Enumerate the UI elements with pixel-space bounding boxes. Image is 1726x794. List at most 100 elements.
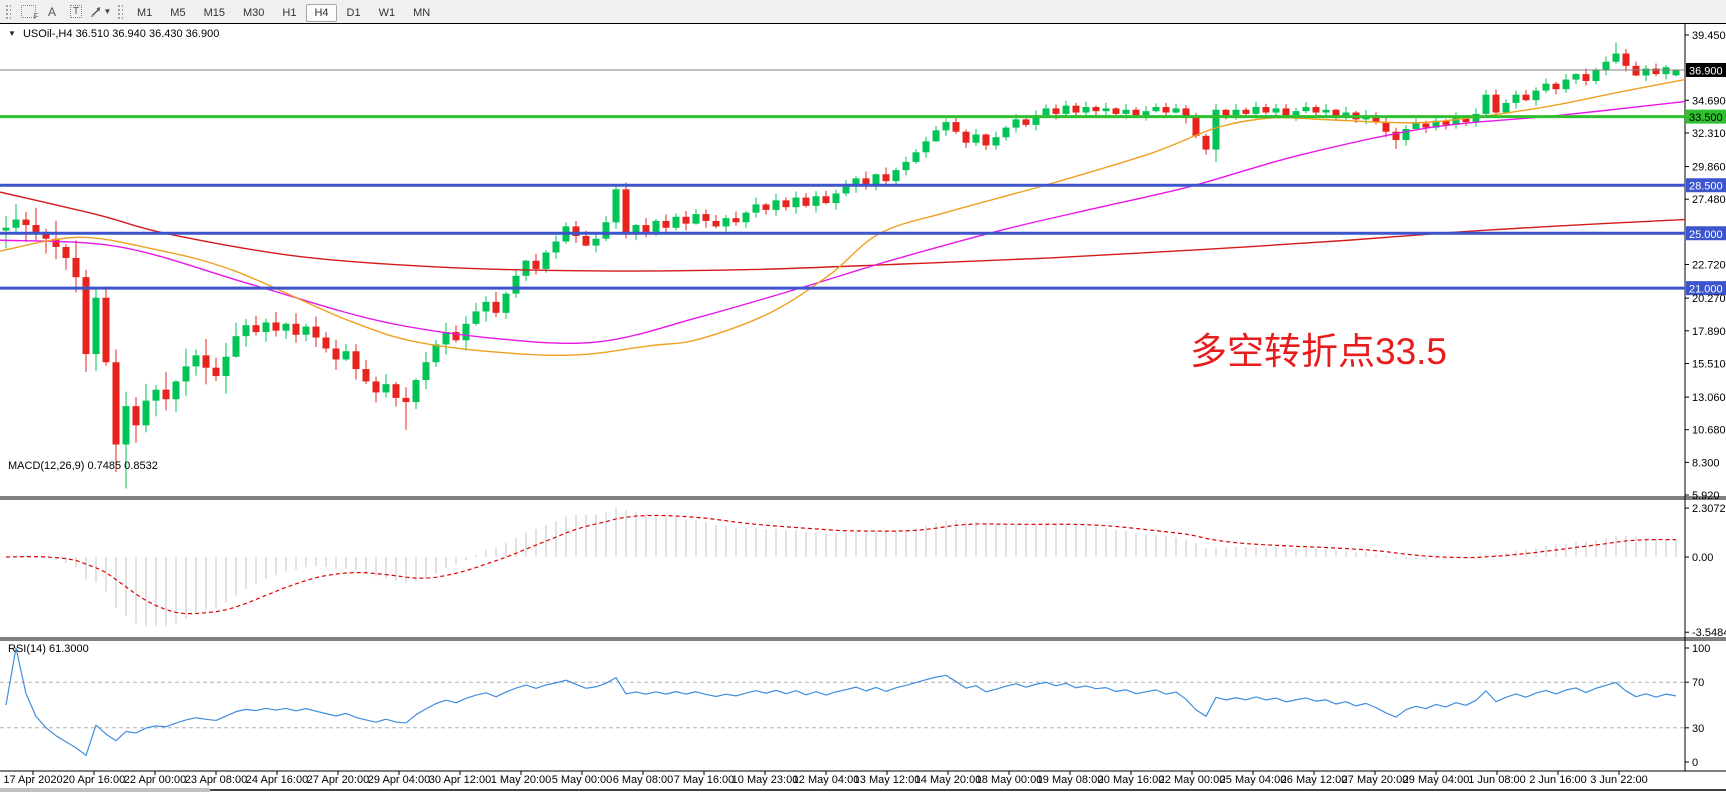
- rsi-value: 61.3000: [48, 643, 89, 655]
- svg-text:33.500: 33.500: [1689, 112, 1723, 124]
- text-label-tool-icon[interactable]: T: [64, 2, 88, 21]
- rsi-name: RSI(14): [8, 643, 46, 655]
- svg-text:27 May 20:00: 27 May 20:00: [1342, 774, 1409, 786]
- timeframe-button-d1[interactable]: D1: [346, 6, 361, 19]
- timeframe-button-m1[interactable]: M1: [137, 6, 153, 19]
- price-axis[interactable]: 39.450 34.690 32.310 29.860 27.480 22.720 20.2…: [1685, 30, 1726, 502]
- svg-text:14 May 20:00: 14 May 20:00: [915, 774, 982, 786]
- svg-text:23 Apr 08:00: 23 Apr 08:00: [185, 774, 247, 786]
- timeframe-button-m30[interactable]: M30: [242, 6, 265, 19]
- rsi-label: RSI(14) 61.3000: [8, 643, 89, 655]
- symbol-name: USOil-,H4: [22, 28, 73, 40]
- macd-label: MACD(12,26,9) 0.7485 0.8532: [8, 460, 158, 472]
- svg-text:2 Jun 16:00: 2 Jun 16:00: [1529, 774, 1587, 786]
- svg-text:12 May 04:00: 12 May 04:00: [793, 774, 860, 786]
- svg-text:26 May 12:00: 26 May 12:00: [1281, 774, 1348, 786]
- ma-fast-orange: [0, 78, 1686, 357]
- svg-text:30: 30: [1692, 723, 1704, 735]
- horizontal-levels[interactable]: 33.500 28.500 25.000 21.000: [0, 109, 1726, 296]
- svg-text:5.920: 5.920: [1692, 490, 1720, 502]
- panel-separators: [0, 24, 1726, 772]
- timeframe-button-h4[interactable]: H4: [306, 3, 337, 22]
- text-tool-icon[interactable]: A: [47, 4, 56, 19]
- svg-text:29 Apr 04:00: 29 Apr 04:00: [368, 774, 430, 786]
- svg-text:20 Apr 16:00: 20 Apr 16:00: [63, 774, 125, 786]
- svg-text:0: 0: [1692, 757, 1698, 769]
- symbol-dropdown-icon[interactable]: ▼: [8, 29, 16, 38]
- arrows-icon: [90, 6, 100, 17]
- svg-text:13 May 12:00: 13 May 12:00: [854, 774, 921, 786]
- timeframe-group: M1 M5 M15 M30 H1 H4 D1 W1 MN: [128, 3, 439, 22]
- timeframe-button-h1[interactable]: H1: [282, 6, 297, 19]
- svg-text:21.000: 21.000: [1689, 284, 1723, 296]
- macd-name: MACD(12,26,9): [8, 460, 85, 472]
- svg-text:36.900: 36.900: [1689, 65, 1723, 77]
- macd-values: 0.7485 0.8532: [87, 460, 158, 472]
- current-price-line: 36.900: [0, 62, 1726, 77]
- svg-text:3 Jun 22:00: 3 Jun 22:00: [1590, 774, 1648, 786]
- text-label-glyph: T: [69, 5, 83, 18]
- svg-text:22.720: 22.720: [1692, 260, 1726, 272]
- svg-text:13.060: 13.060: [1692, 392, 1726, 404]
- fibo-grid-glyph: F: [20, 5, 39, 21]
- rsi-axis[interactable]: 100 70 30 0: [1685, 643, 1710, 769]
- timeframe-button-w1[interactable]: W1: [378, 6, 396, 19]
- svg-text:22 May 00:00: 22 May 00:00: [1159, 774, 1226, 786]
- svg-text:10.680: 10.680: [1692, 425, 1726, 437]
- svg-text:34.690: 34.690: [1692, 95, 1726, 107]
- svg-text:17.890: 17.890: [1692, 326, 1726, 338]
- svg-text:15.510: 15.510: [1692, 358, 1726, 370]
- svg-text:20 May 16:00: 20 May 16:00: [1098, 774, 1165, 786]
- horizontal-scrollbar[interactable]: [0, 788, 1726, 792]
- annotation-text: 多空转折点33.5: [1190, 331, 1448, 372]
- timeframe-button-m15[interactable]: M15: [203, 6, 225, 19]
- svg-text:27.480: 27.480: [1692, 194, 1726, 206]
- svg-text:30 Apr 12:00: 30 Apr 12:00: [429, 774, 491, 786]
- rsi-panel[interactable]: [0, 647, 1685, 757]
- svg-text:2.3072: 2.3072: [1692, 503, 1726, 515]
- svg-text:28.500: 28.500: [1689, 181, 1723, 193]
- svg-text:-3.5484: -3.5484: [1692, 627, 1726, 639]
- svg-text:29.860: 29.860: [1692, 162, 1726, 174]
- svg-text:25 May 04:00: 25 May 04:00: [1220, 774, 1287, 786]
- arrows-tool-icon[interactable]: ▼: [88, 2, 112, 21]
- dropdown-caret-icon[interactable]: ▼: [103, 7, 112, 16]
- svg-text:22 Apr 00:00: 22 Apr 00:00: [124, 774, 186, 786]
- svg-text:19 May 08:00: 19 May 08:00: [1037, 774, 1104, 786]
- svg-text:7 May 16:00: 7 May 16:00: [674, 774, 735, 786]
- svg-text:70: 70: [1692, 677, 1704, 689]
- toolbar-grip[interactable]: [5, 3, 11, 20]
- svg-text:39.450: 39.450: [1692, 30, 1726, 42]
- candles-layer: [2, 42, 1680, 489]
- timeframe-button-m5[interactable]: M5: [170, 6, 186, 19]
- macd-panel[interactable]: [5, 508, 1677, 627]
- svg-text:0.00: 0.00: [1692, 552, 1713, 564]
- toolbar-grip-2[interactable]: [117, 3, 123, 20]
- svg-text:10 May 23:00: 10 May 23:00: [732, 774, 799, 786]
- svg-text:29 May 04:00: 29 May 04:00: [1403, 774, 1470, 786]
- toolbar: F A T ▼ M1 M5 M15 M30 H1 H4 D1 W1 MN: [0, 0, 1726, 24]
- timeframe-button-mn[interactable]: MN: [413, 6, 431, 19]
- svg-text:24 Apr 16:00: 24 Apr 16:00: [246, 774, 308, 786]
- svg-text:5 May 00:00: 5 May 00:00: [552, 774, 613, 786]
- svg-text:27 Apr 20:00: 27 Apr 20:00: [307, 774, 369, 786]
- ma-mid-magenta: [0, 100, 1686, 344]
- svg-text:1 May 20:00: 1 May 20:00: [491, 774, 552, 786]
- svg-text:8.300: 8.300: [1692, 457, 1720, 469]
- fibo-grid-icon[interactable]: F: [16, 2, 40, 21]
- svg-text:17 Apr 2020: 17 Apr 2020: [3, 774, 62, 786]
- symbol-ohlc: 36.510 36.940 36.430 36.900: [75, 28, 220, 40]
- svg-text:25.000: 25.000: [1689, 229, 1723, 241]
- svg-text:18 May 00:00: 18 May 00:00: [976, 774, 1043, 786]
- ma-slow-red: [0, 191, 1686, 272]
- chart-title: ▼ USOil-,H4 36.510 36.940 36.430 36.900: [8, 28, 219, 40]
- svg-text:6 May 08:00: 6 May 08:00: [613, 774, 674, 786]
- macd-axis[interactable]: 2.3072 0.00 -3.5484: [1685, 503, 1726, 639]
- svg-text:32.310: 32.310: [1692, 128, 1726, 140]
- svg-text:1 Jun 08:00: 1 Jun 08:00: [1468, 774, 1526, 786]
- svg-text:100: 100: [1692, 643, 1710, 655]
- svg-text:20.270: 20.270: [1692, 293, 1726, 305]
